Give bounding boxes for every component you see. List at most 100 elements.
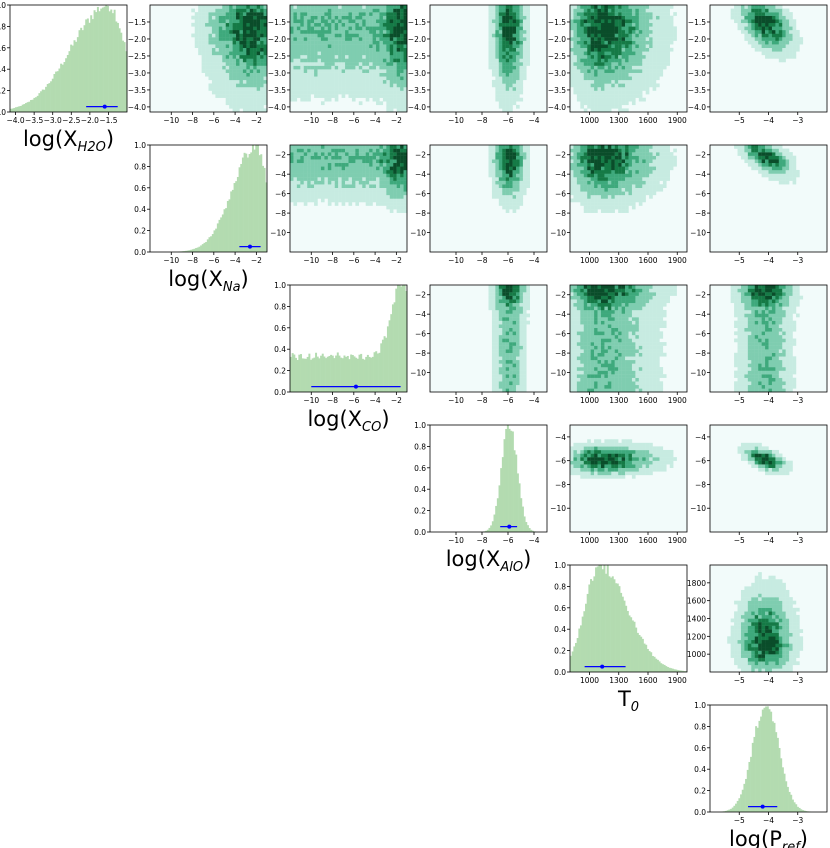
density-cell bbox=[751, 166, 755, 171]
density-cell bbox=[638, 198, 643, 203]
density-cell bbox=[393, 72, 397, 77]
density-cell bbox=[396, 62, 401, 66]
density-cell bbox=[775, 19, 780, 24]
density-cell bbox=[765, 15, 769, 20]
density-cell bbox=[758, 37, 762, 41]
density-cell bbox=[628, 194, 633, 199]
density-cell bbox=[249, 8, 254, 13]
density-cell bbox=[369, 90, 373, 95]
density-cell bbox=[236, 72, 240, 77]
density-cell bbox=[253, 47, 257, 52]
density-cell bbox=[198, 51, 202, 56]
density-cell bbox=[614, 184, 619, 188]
density-cell bbox=[594, 152, 598, 156]
density-cell bbox=[621, 40, 626, 45]
density-cell bbox=[256, 19, 261, 24]
density-cell bbox=[393, 33, 397, 38]
density-cell bbox=[519, 62, 524, 66]
density-cell bbox=[341, 145, 346, 149]
density-cell bbox=[351, 76, 356, 81]
density-cell bbox=[382, 148, 387, 153]
density-cell bbox=[614, 155, 619, 160]
density-cell bbox=[522, 37, 527, 41]
density-cell bbox=[205, 62, 209, 66]
density-cell bbox=[505, 317, 510, 321]
density-cell bbox=[526, 5, 530, 9]
density-cell bbox=[652, 155, 657, 160]
density-cell bbox=[239, 101, 244, 106]
xtick-label: −10 bbox=[448, 396, 464, 405]
density-cell bbox=[512, 292, 517, 296]
density-cell bbox=[761, 37, 766, 41]
density-cell bbox=[747, 19, 752, 24]
density-cell bbox=[372, 47, 377, 52]
density-cell bbox=[358, 69, 363, 73]
density-cell bbox=[594, 194, 598, 199]
density-cell bbox=[611, 37, 615, 41]
density-cell bbox=[229, 22, 233, 27]
density-cell bbox=[314, 62, 318, 66]
density-cell bbox=[583, 33, 588, 38]
density-cell bbox=[369, 194, 373, 199]
density-cell bbox=[246, 65, 250, 70]
density-cell bbox=[659, 155, 664, 160]
density-cell bbox=[621, 37, 626, 41]
density-cell bbox=[761, 15, 766, 20]
density-cell bbox=[607, 5, 612, 9]
density-cell bbox=[403, 194, 408, 199]
density-cell bbox=[249, 76, 254, 81]
density-cell bbox=[625, 29, 629, 34]
density-cell bbox=[570, 191, 574, 196]
density-cell bbox=[491, 359, 496, 364]
density-cell bbox=[618, 145, 622, 149]
density-cell bbox=[594, 12, 598, 16]
hist-ytick-label: 0.8 bbox=[134, 162, 146, 171]
density-cell bbox=[396, 177, 401, 181]
density-cell bbox=[491, 374, 496, 378]
density-cell bbox=[625, 72, 629, 77]
density-cell bbox=[628, 51, 633, 56]
hist-bar bbox=[85, 19, 88, 112]
density-cell bbox=[789, 37, 793, 41]
density-cell bbox=[386, 104, 390, 109]
ytick-label: −6 bbox=[695, 190, 706, 199]
density-cell bbox=[376, 44, 380, 48]
density-cell bbox=[505, 384, 510, 389]
density-cell bbox=[594, 187, 598, 192]
density-cell bbox=[386, 29, 390, 34]
density-cell bbox=[789, 29, 793, 34]
density-cell bbox=[656, 169, 660, 174]
density-cell bbox=[631, 194, 636, 199]
density-cell bbox=[607, 44, 612, 48]
density-cell bbox=[495, 5, 500, 9]
density-cell bbox=[260, 97, 264, 102]
density-cell bbox=[303, 12, 308, 16]
density-cell bbox=[778, 58, 783, 63]
density-cell bbox=[573, 58, 578, 63]
density-cell bbox=[765, 37, 769, 41]
density-cell bbox=[491, 173, 496, 178]
density-cell bbox=[348, 198, 353, 203]
density-cell bbox=[376, 90, 380, 95]
density-cell bbox=[229, 15, 233, 20]
density-cell bbox=[253, 51, 257, 56]
density-cell bbox=[400, 198, 404, 203]
density-cell bbox=[502, 79, 506, 84]
density-cell bbox=[621, 29, 626, 34]
density-cell bbox=[324, 83, 329, 88]
density-cell bbox=[583, 101, 588, 106]
density-cell bbox=[625, 54, 629, 59]
density-cell bbox=[765, 29, 769, 34]
density-cell bbox=[300, 159, 304, 164]
density-cell bbox=[666, 148, 670, 153]
density-cell bbox=[576, 162, 581, 167]
density-cell bbox=[505, 5, 510, 9]
density-cell bbox=[625, 101, 629, 106]
density-cell bbox=[618, 198, 622, 203]
density-cell bbox=[628, 62, 633, 66]
density-cell bbox=[652, 148, 657, 153]
density-cell bbox=[509, 12, 513, 16]
density-cell bbox=[495, 349, 500, 353]
density-cell bbox=[631, 180, 636, 185]
density-cell bbox=[211, 37, 216, 41]
